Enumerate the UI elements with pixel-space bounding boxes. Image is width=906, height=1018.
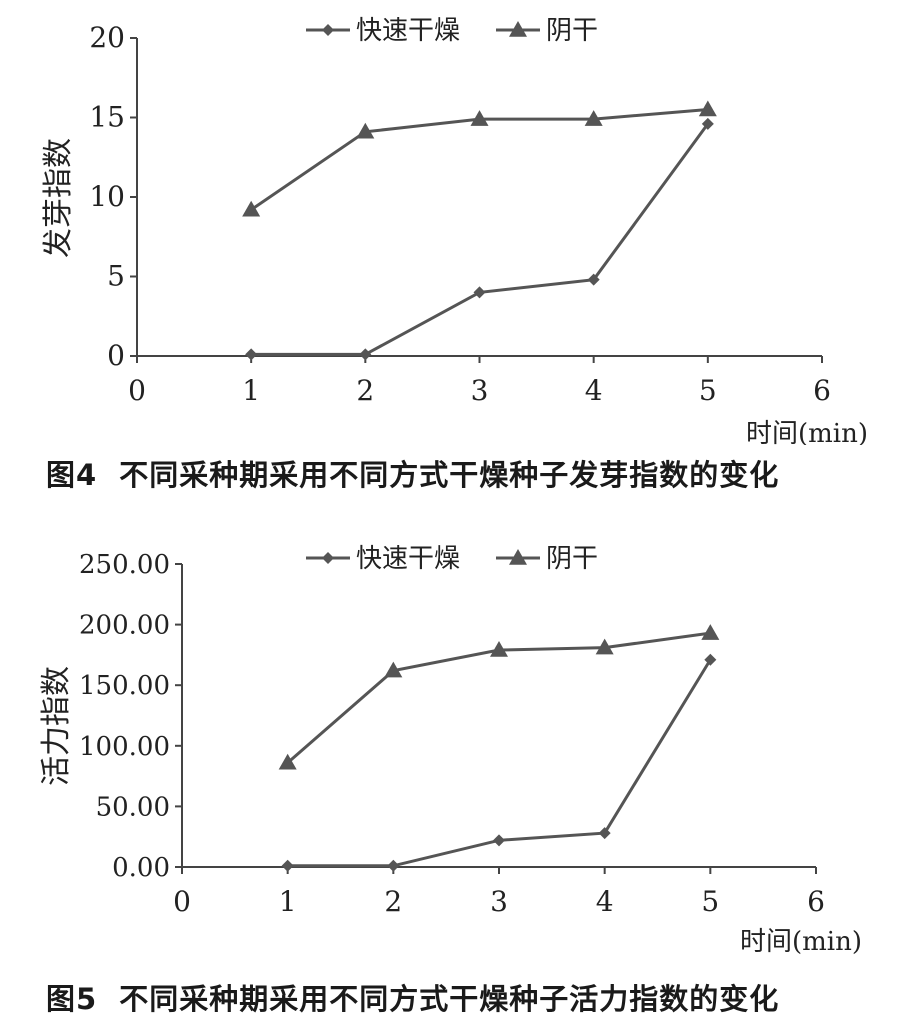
- x-tick-label: 2: [384, 885, 402, 918]
- figure-4-chart: 0 5 10 15 20 0 1 2 3 4 5 6 时间(min) 发芽指数 快速干燥 阴干: [0, 0, 906, 445]
- y-tick-label: 0.00: [112, 853, 170, 883]
- y-tick-label: 50.00: [96, 792, 170, 822]
- figure-4-caption-text: 不同采种期采用不同方式干燥种子发芽指数的变化: [119, 458, 779, 492]
- x-tick-label: 3: [490, 885, 508, 918]
- x-tick-label: 6: [813, 374, 831, 407]
- data-point-diamond: [474, 286, 486, 298]
- y-tick-label: 5: [107, 260, 125, 293]
- y-axis-label: 活力指数: [39, 666, 74, 786]
- x-axis-label: 时间(min): [746, 419, 868, 445]
- y-tick-label: 0: [107, 339, 125, 372]
- data-point-diamond: [282, 860, 294, 872]
- x-tick-label: 4: [596, 885, 614, 918]
- x-tick-label: 1: [242, 374, 260, 407]
- legend-marker: [322, 552, 334, 564]
- data-point-triangle: [701, 624, 719, 640]
- data-point-diamond: [359, 348, 371, 360]
- figure-4-caption: 图4 不同采种期采用不同方式干燥种子发芽指数的变化: [46, 452, 779, 494]
- x-tick-label: 1: [279, 885, 297, 918]
- figure-4-caption-label: 图4: [46, 458, 97, 492]
- legend-label: 快速干燥: [356, 544, 460, 574]
- y-tick-label: 10: [89, 180, 125, 213]
- y-tick-label: 100.00: [79, 732, 170, 762]
- legend-label: 阴干: [546, 16, 598, 46]
- y-tick-label: 150.00: [79, 671, 170, 701]
- figure-5-chart: 0.00 50.00 100.00 150.00 200.00 250.00 0 1 2 3 4 5 6…: [0, 508, 906, 968]
- series-line-1: [251, 124, 708, 355]
- figure-5-caption-label: 图5: [46, 982, 97, 1016]
- data-point-diamond: [387, 860, 399, 872]
- x-axis-label: 时间(min): [740, 927, 862, 957]
- y-tick-label: 200.00: [79, 611, 170, 641]
- y-tick-label: 15: [89, 101, 125, 134]
- data-point-diamond: [493, 834, 505, 846]
- figure-5-caption-text: 不同采种期采用不同方式干燥种子活力指数的变化: [119, 982, 779, 1016]
- figure-5-caption: 图5 不同采种期采用不同方式干燥种子活力指数的变化: [46, 976, 779, 1018]
- x-tick-label: 2: [356, 374, 374, 407]
- x-tick-label: 5: [699, 374, 717, 407]
- legend-label: 阴干: [546, 544, 598, 574]
- legend-label: 快速干燥: [356, 16, 460, 46]
- x-tick-label: 4: [585, 374, 603, 407]
- x-tick-label: 3: [471, 374, 489, 407]
- x-tick-label: 0: [128, 374, 146, 407]
- data-point-diamond: [245, 348, 257, 360]
- x-tick-label: 6: [807, 885, 825, 918]
- legend-marker: [322, 24, 334, 36]
- y-tick-label: 250.00: [79, 550, 170, 580]
- y-tick-label: 20: [89, 21, 125, 54]
- data-point-triangle: [699, 101, 717, 117]
- x-tick-label: 0: [173, 885, 191, 918]
- data-point-triangle: [242, 201, 260, 217]
- x-tick-label: 5: [701, 885, 719, 918]
- y-axis-label: 发芽指数: [41, 138, 76, 258]
